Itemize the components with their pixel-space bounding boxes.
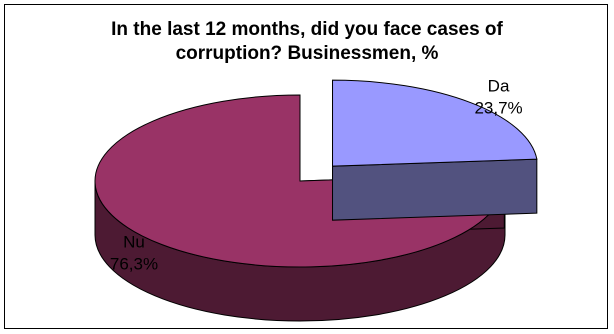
slice-label-da: Da — [488, 77, 510, 96]
slice-value-nu: 76,3% — [110, 255, 158, 274]
chart-title-line-1: In the last 12 months, did you face case… — [111, 19, 503, 40]
slice-label-nu: Nu — [123, 233, 145, 252]
chart-title-line-2: corruption? Businessmen, % — [175, 43, 439, 64]
pie-slice-cut-face — [332, 158, 538, 221]
pie-slice-top — [94, 94, 506, 268]
slice-value-da: 23,7% — [474, 99, 522, 118]
pie-slice-top — [332, 79, 538, 167]
pie-slice-da — [332, 79, 538, 221]
chart-title: In the last 12 months, did you face case… — [0, 18, 614, 66]
